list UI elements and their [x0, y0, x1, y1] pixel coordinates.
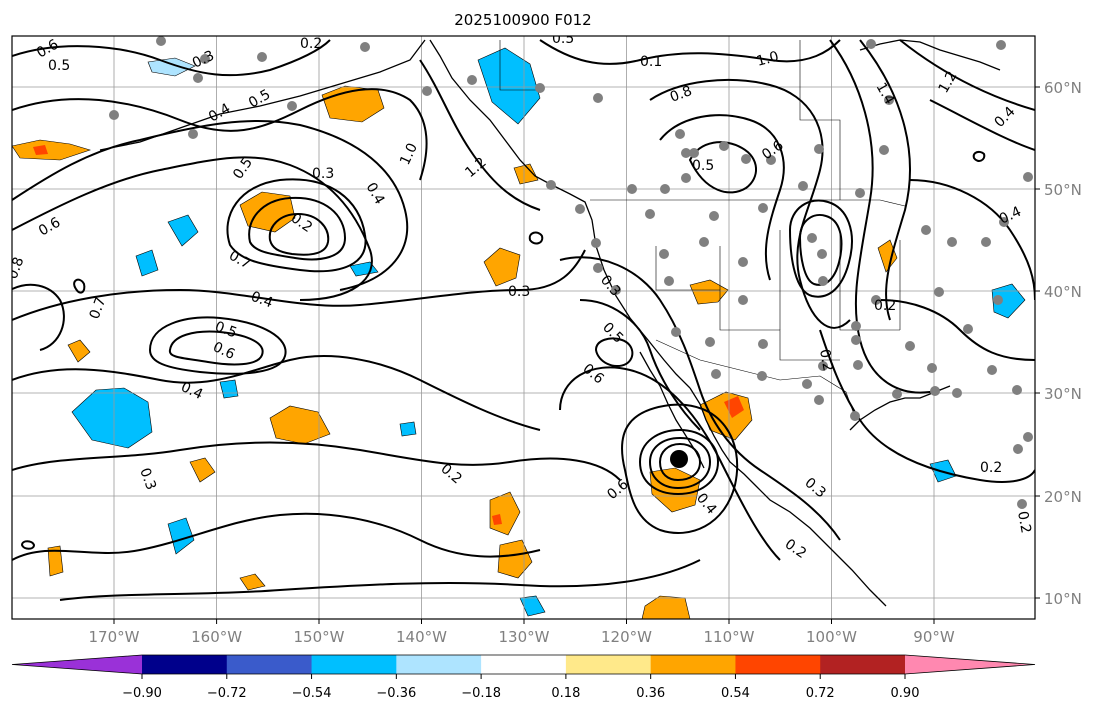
colorbar-segment	[311, 655, 397, 674]
latitude-label: 50°N	[1044, 181, 1082, 199]
negative-anomaly-patch	[399, 421, 417, 437]
contour-label: 0.3	[508, 284, 530, 300]
longitude-label: 120°W	[601, 628, 652, 646]
colorbar-tick-label: −0.54	[292, 686, 332, 701]
colorbar-tick-label: 0.72	[806, 686, 835, 701]
positive-anomaly-patch	[497, 539, 533, 579]
contour-label: 0.5	[552, 31, 574, 47]
contour-label: 0.3	[136, 466, 159, 492]
contour-label: 0.2	[980, 460, 1002, 476]
storm-center-marker	[670, 450, 688, 468]
positive-anomaly-patch	[239, 191, 296, 233]
contour-label: 0.8	[668, 83, 694, 106]
negative-anomaly-patch	[71, 387, 153, 449]
positive-anomaly-patch	[67, 339, 91, 363]
colorbar-extend-max	[905, 655, 1035, 674]
strong-anomaly-patch	[33, 145, 48, 155]
contour-label: 0.4	[249, 289, 275, 312]
longitude-label: 150°W	[294, 628, 345, 646]
negative-anomaly-patch	[519, 595, 546, 617]
contour-label: 0.5	[213, 319, 239, 342]
colorbar-segment	[735, 655, 821, 674]
longitude-label: 170°W	[89, 628, 140, 646]
longitude-label: 130°W	[499, 628, 550, 646]
contour-label: 0.7	[87, 295, 110, 321]
positive-anomaly-patch	[189, 457, 216, 483]
contour-label: 0.5	[48, 58, 70, 74]
colorbar-tick-label: −0.36	[376, 686, 416, 701]
negative-anomaly-patch	[135, 249, 159, 277]
colorbar-tick-label: 0.90	[891, 686, 920, 701]
colorbar-extend-min	[12, 655, 142, 674]
longitude-label: 140°W	[396, 628, 447, 646]
positive-anomaly-patch	[12, 139, 91, 161]
latitude-label: 10°N	[1044, 590, 1082, 608]
positive-anomaly-patch	[47, 545, 64, 577]
colorbar-segment	[820, 655, 906, 674]
map-gridlines	[12, 36, 1035, 619]
contour-label: 0.2	[1014, 510, 1034, 535]
colorbar-segment	[396, 655, 482, 674]
positive-anomaly-patch	[877, 239, 898, 273]
colorbar-segments	[11, 654, 1036, 675]
latitude-axis: 60°N 50°N 40°N 30°N 20°N 10°N	[1035, 79, 1082, 608]
longitude-axis: 170°W 160°W 150°W 140°W 130°W 120°W 110°…	[89, 619, 955, 646]
observation-stations	[109, 36, 1033, 509]
map-title: 2025100900 F012	[454, 11, 591, 29]
latitude-label: 60°N	[1044, 79, 1082, 97]
positive-anomaly-patch	[483, 247, 521, 287]
colorbar-tick-label: −0.72	[207, 686, 247, 701]
negative-anomaly-patch	[167, 214, 199, 247]
positive-anomaly-patch	[269, 405, 331, 445]
contour-label: 0.3	[312, 166, 334, 182]
longitude-label: 100°W	[806, 628, 857, 646]
contour-label: 0.1	[640, 54, 662, 70]
contour-label: 1.0	[755, 49, 781, 70]
contour-label: 0.5	[692, 158, 714, 174]
colorbar-tick-label: 0.18	[551, 686, 580, 701]
negative-anomaly-patch	[477, 47, 541, 125]
contour-lines	[12, 39, 1035, 601]
colorbar-tick-label: −0.18	[461, 686, 501, 701]
colorbar-tick-label: 0.54	[721, 686, 750, 701]
longitude-label: 160°W	[191, 628, 242, 646]
colorbar-tick-label: 0.36	[636, 686, 665, 701]
colorbar-segment	[142, 655, 228, 674]
colorbar: −0.90 −0.72 −0.54 −0.36 −0.18 0.18 0.36 0.54 0.7…	[11, 654, 1036, 701]
colorbar-segment	[481, 655, 567, 674]
contour-label: 0.2	[816, 348, 836, 373]
longitude-label: 110°W	[704, 628, 755, 646]
negative-anomaly-patch	[167, 517, 195, 555]
negative-anomaly-patch	[991, 283, 1026, 319]
latitude-label: 40°N	[1044, 283, 1082, 301]
latitude-label: 30°N	[1044, 385, 1082, 403]
colorbar-ticks: −0.90 −0.72 −0.54 −0.36 −0.18 0.18 0.36 0.54 0.7…	[122, 674, 919, 701]
strong-anomaly-patch	[492, 514, 502, 525]
positive-anomaly-patch	[689, 279, 729, 305]
colorbar-segment	[565, 655, 652, 674]
colorbar-segment	[226, 655, 313, 674]
latitude-label: 20°N	[1044, 488, 1082, 506]
political-boundaries	[499, 40, 906, 421]
colorbar-tick-label: −0.90	[122, 686, 162, 701]
colorbar-segment	[650, 655, 736, 674]
longitude-label: 90°W	[913, 628, 955, 646]
contour-label: 0.2	[300, 36, 322, 52]
shaded-anomaly-layer	[12, 47, 1026, 619]
positive-anomaly-patch	[239, 573, 266, 591]
weak-negative-patch	[147, 57, 196, 77]
contour-label: 0.2	[874, 298, 896, 314]
